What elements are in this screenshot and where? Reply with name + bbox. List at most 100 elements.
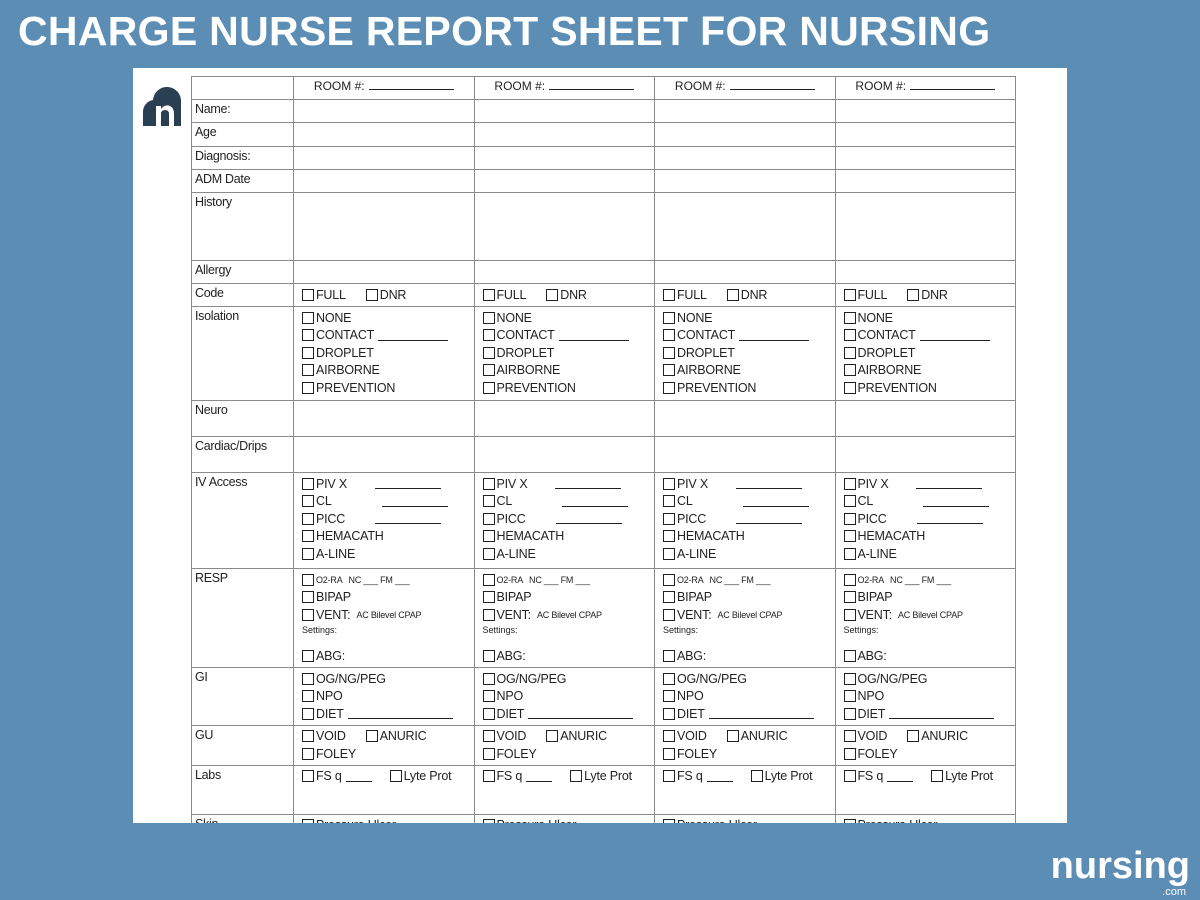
entry-cell[interactable] (473, 260, 655, 284)
checkbox[interactable] (843, 690, 856, 703)
entry-cell[interactable]: FULL DNR (654, 283, 836, 307)
entry-cell[interactable] (654, 99, 836, 123)
checkbox[interactable] (843, 672, 856, 685)
write-in-line[interactable] (347, 708, 453, 720)
checkbox[interactable] (482, 364, 495, 377)
write-in-line[interactable] (923, 496, 990, 507)
write-in-line[interactable] (555, 478, 622, 490)
checkbox[interactable] (843, 730, 856, 743)
checkbox[interactable] (482, 608, 495, 621)
checkbox[interactable] (663, 495, 675, 508)
checkbox[interactable] (663, 547, 675, 560)
checkbox[interactable] (482, 288, 495, 301)
entry-cell[interactable]: PIV X CL PICC HEMACATH A-LINE (654, 472, 836, 569)
checkbox[interactable] (302, 770, 314, 783)
checkbox[interactable] (302, 672, 314, 685)
write-in-line[interactable] (706, 771, 733, 782)
entry-cell[interactable]: PIV X CL PICC HEMACATH A-LINE (293, 472, 475, 569)
entry-cell[interactable]: O2-RA NC ___ FM ___ BIPAP VENT: AC Bilevel C… (654, 568, 836, 668)
write-in-line[interactable] (919, 330, 990, 341)
checkbox[interactable] (907, 730, 920, 743)
entry-cell[interactable] (834, 122, 1016, 147)
room-number-field[interactable] (549, 79, 635, 90)
entry-cell[interactable] (293, 436, 475, 473)
entry-cell[interactable] (654, 260, 836, 284)
entry-cell[interactable] (654, 146, 836, 170)
entry-cell[interactable] (473, 99, 655, 123)
checkbox[interactable] (663, 346, 675, 359)
write-in-line[interactable] (739, 330, 810, 341)
checkbox[interactable] (302, 650, 314, 663)
checkbox[interactable] (843, 364, 856, 377)
checkbox[interactable] (302, 477, 314, 490)
checkbox[interactable] (663, 530, 675, 543)
checkbox[interactable] (302, 329, 314, 342)
checkbox[interactable] (931, 770, 944, 783)
checkbox[interactable] (843, 530, 856, 543)
checkbox[interactable] (843, 311, 856, 324)
write-in-line[interactable] (742, 496, 809, 507)
checkbox[interactable] (663, 311, 675, 324)
entry-cell[interactable] (834, 146, 1016, 170)
entry-cell[interactable]: OG/NG/PEG NPO DIET (473, 667, 655, 726)
write-in-line[interactable] (345, 771, 372, 782)
checkbox[interactable] (843, 329, 856, 342)
checkbox[interactable] (482, 819, 495, 823)
entry-cell[interactable]: PIV X CL PICC HEMACATH A-LINE (473, 472, 655, 569)
checkbox[interactable] (843, 591, 856, 604)
write-in-line[interactable] (916, 478, 983, 490)
entry-cell[interactable] (473, 146, 655, 170)
write-in-line[interactable] (736, 513, 803, 525)
checkbox[interactable] (843, 495, 856, 508)
entry-cell[interactable] (654, 400, 836, 437)
checkbox[interactable] (482, 530, 495, 543)
checkbox[interactable] (302, 547, 314, 560)
write-in-line[interactable] (562, 496, 629, 507)
checkbox[interactable] (389, 770, 402, 783)
entry-cell[interactable] (473, 436, 655, 473)
entry-cell[interactable]: FULL DNR (473, 283, 655, 307)
entry-cell[interactable]: OG/NG/PEG NPO DIET (654, 667, 836, 726)
entry-cell[interactable] (654, 436, 836, 473)
checkbox[interactable] (302, 364, 314, 377)
checkbox[interactable] (482, 747, 495, 760)
write-in-line[interactable] (735, 478, 802, 490)
write-in-line[interactable] (916, 513, 983, 525)
checkbox[interactable] (482, 707, 495, 720)
entry-cell[interactable] (293, 400, 475, 437)
checkbox[interactable] (663, 672, 675, 685)
checkbox[interactable] (482, 591, 495, 604)
checkbox[interactable] (482, 770, 495, 783)
write-in-line[interactable] (375, 513, 442, 525)
checkbox[interactable] (302, 512, 314, 525)
entry-cell[interactable] (654, 122, 836, 147)
checkbox[interactable] (663, 730, 675, 743)
checkbox[interactable] (482, 381, 495, 394)
entry-cell[interactable]: Pressure Ulcer (473, 813, 655, 823)
checkbox[interactable] (843, 747, 856, 760)
checkbox[interactable] (663, 512, 675, 525)
checkbox[interactable] (482, 329, 495, 342)
entry-cell[interactable] (834, 192, 1016, 261)
checkbox[interactable] (302, 819, 314, 823)
checkbox[interactable] (302, 690, 314, 703)
entry-cell[interactable] (654, 192, 836, 261)
entry-cell[interactable]: VOID ANURIC FOLEY (654, 724, 836, 766)
checkbox[interactable] (843, 650, 856, 663)
checkbox[interactable] (546, 288, 559, 301)
entry-cell[interactable] (293, 122, 475, 147)
checkbox[interactable] (663, 690, 675, 703)
entry-cell[interactable]: FS q Lyte Prot (293, 764, 475, 815)
room-number-field[interactable] (729, 79, 815, 90)
checkbox[interactable] (302, 573, 314, 586)
checkbox[interactable] (482, 690, 495, 703)
checkbox[interactable] (663, 477, 675, 490)
checkbox[interactable] (663, 650, 675, 663)
entry-cell[interactable]: NONE CONTACT DROPLET AIRBORNE PREVENTION (654, 306, 836, 401)
checkbox[interactable] (482, 573, 495, 586)
checkbox[interactable] (843, 819, 856, 823)
write-in-line[interactable] (889, 708, 995, 720)
entry-cell[interactable] (473, 169, 655, 193)
checkbox[interactable] (843, 381, 856, 394)
checkbox[interactable] (843, 477, 856, 490)
